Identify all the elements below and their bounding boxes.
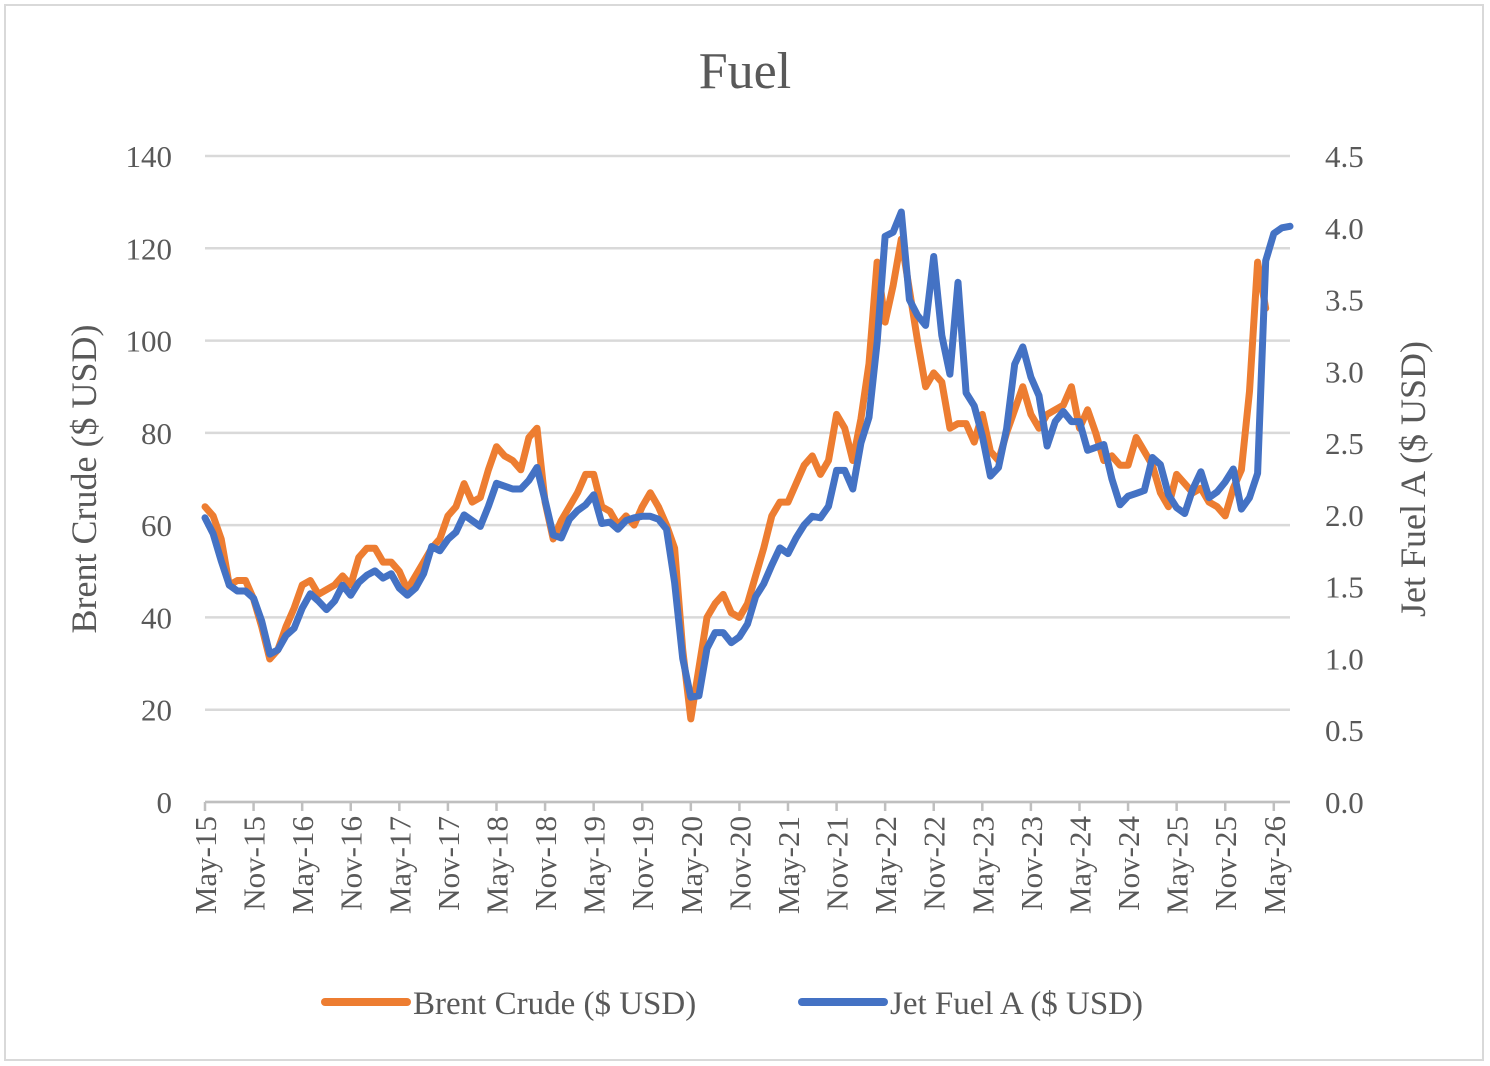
x-tick-label: Nov-16 <box>334 816 369 911</box>
x-tick-label: Nov-20 <box>722 816 757 911</box>
x-tick-label: May-15 <box>188 816 223 914</box>
x-tick-label: May-18 <box>479 816 514 914</box>
chart-frame <box>4 4 1484 1061</box>
series-line-jet-fuel <box>201 208 1294 701</box>
right-axis-title: Jet Fuel A ($ USD) <box>1393 341 1433 617</box>
left-axis-title: Brent Crude ($ USD) <box>64 325 104 634</box>
right-tick-label: 2.5 <box>1325 426 1364 461</box>
x-tick-label: May-17 <box>382 816 417 914</box>
x-tick-label: Nov-24 <box>1111 816 1146 911</box>
right-tick-label: 4.0 <box>1325 211 1364 246</box>
left-tick-label: 120 <box>126 231 173 266</box>
left-tick-label: 140 <box>126 139 173 174</box>
left-tick-label: 80 <box>141 416 172 451</box>
x-tick-label: May-24 <box>1062 816 1097 915</box>
x-tick-label: May-23 <box>965 816 1000 914</box>
left-tick-label: 60 <box>141 508 172 543</box>
x-tick-label: May-16 <box>285 816 320 914</box>
x-tick-label: Nov-21 <box>820 816 855 911</box>
x-tick-label: Nov-19 <box>625 816 660 911</box>
right-tick-label: 3.5 <box>1325 283 1364 318</box>
chart-title: Fuel <box>699 43 791 100</box>
right-tick-label: 0.5 <box>1325 713 1364 748</box>
left-tick-label: 40 <box>141 600 172 635</box>
right-tick-label: 1.0 <box>1325 641 1364 676</box>
series-line-brent-crude <box>201 235 1270 723</box>
x-tick-label: May-22 <box>868 816 903 914</box>
left-tick-label: 0 <box>157 785 173 820</box>
x-tick-label: Nov-25 <box>1208 816 1243 911</box>
x-tick-label: May-21 <box>771 816 806 914</box>
gridlines <box>205 154 1290 804</box>
right-tick-label: 1.5 <box>1325 570 1364 605</box>
right-tick-label: 3.0 <box>1325 354 1364 389</box>
x-tick-label: Nov-23 <box>1014 816 1049 911</box>
left-tick-label: 20 <box>141 693 172 728</box>
x-tick-label: May-25 <box>1160 816 1195 914</box>
x-tick-label: Nov-17 <box>431 816 466 911</box>
legend: Brent Crude ($ USD) Jet Fuel A ($ USD) <box>321 986 1143 1022</box>
x-tick-label: Nov-15 <box>237 816 272 911</box>
legend-label-jet-fuel: Jet Fuel A ($ USD) <box>890 986 1143 1022</box>
right-axis-ticks: 0.0 0.5 1.0 1.5 2.0 2.5 3.0 3.5 4.0 4.5 <box>1325 139 1364 820</box>
legend-label-brent-crude: Brent Crude ($ USD) <box>413 986 696 1022</box>
right-tick-label: 4.5 <box>1325 139 1364 174</box>
x-tick-label: May-26 <box>1257 816 1292 914</box>
right-tick-label: 0.0 <box>1325 785 1364 820</box>
right-tick-label: 2.0 <box>1325 498 1364 533</box>
x-tick-label: May-19 <box>577 816 612 914</box>
x-tick-label: May-20 <box>674 816 709 914</box>
series-lines <box>201 208 1294 723</box>
x-tick-label: Nov-18 <box>528 816 563 911</box>
x-tick-label: Nov-22 <box>917 816 952 911</box>
x-axis: May-15 Nov-15 May-16 Nov-16 May-17 Nov-17 May-… <box>188 800 1292 915</box>
left-axis-ticks: 0 20 40 60 80 100 120 140 <box>126 139 173 820</box>
left-tick-label: 100 <box>126 324 173 359</box>
